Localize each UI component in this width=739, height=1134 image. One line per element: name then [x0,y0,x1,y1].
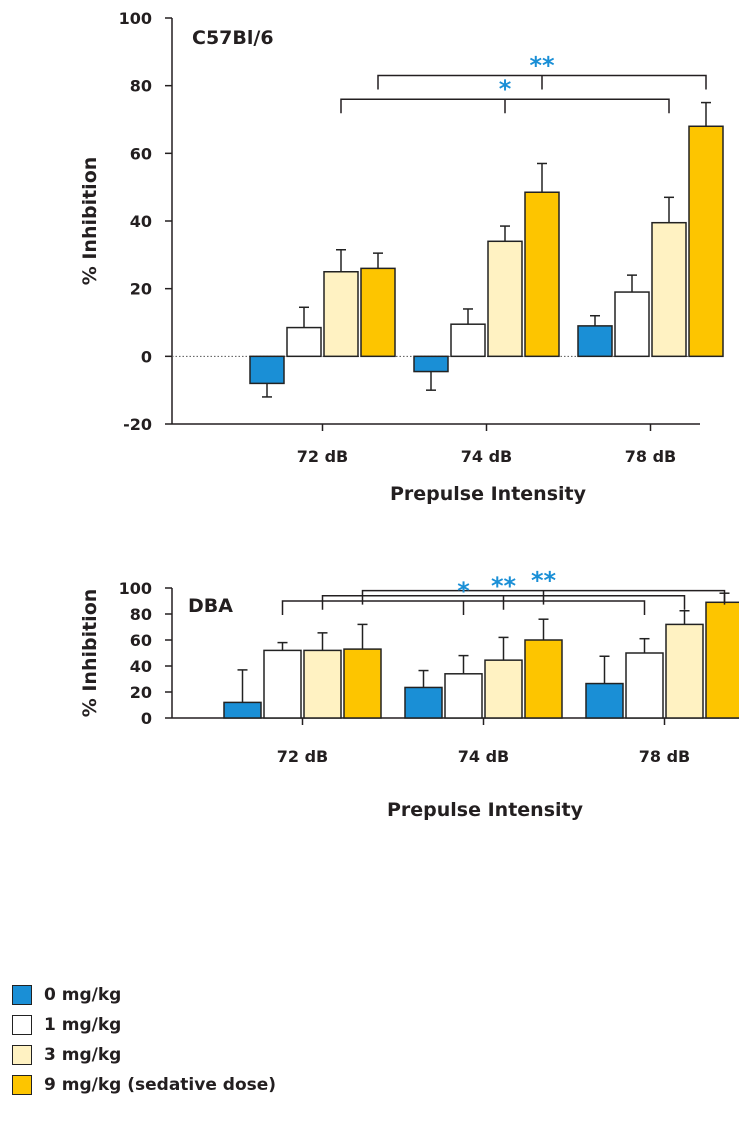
chart-title: DBA [188,595,233,617]
legend-item: 3 mg/kg [12,1040,276,1070]
legend-label: 9 mg/kg (sedative dose) [44,1075,277,1095]
x-tick-label: 78 dB [625,447,676,466]
x-tick-label: 74 dB [458,747,509,766]
bar [223,701,262,719]
bar [577,325,613,358]
x-axis-label: Prepulse Intensity [390,483,587,505]
bar [404,686,443,719]
bar [286,326,322,358]
y-tick-label: 80 [130,77,152,96]
legend-item: 1 mg/kg [12,1010,276,1040]
significance-label: ** [529,52,555,80]
y-tick-label: 0 [141,709,152,728]
bar [343,648,382,719]
y-tick-label: 60 [130,144,152,163]
y-tick-label: 20 [130,683,152,702]
legend: 0 mg/kg 1 mg/kg 3 mg/kg 9 mg/kg (sedativ… [12,980,276,1100]
y-tick-label: 60 [130,631,152,650]
y-tick-label: 40 [130,657,152,676]
significance-bracket [321,595,686,610]
bar [413,355,449,373]
legend-swatch-2 [12,1045,32,1065]
y-tick-label: -20 [123,415,152,434]
legend-item: 0 mg/kg [12,980,276,1010]
significance-label: ** [531,567,557,595]
x-tick-label: 78 dB [639,747,690,766]
bar [524,639,563,719]
significance-label: * [457,577,470,605]
significance-label: ** [491,572,517,600]
y-tick-label: 100 [119,9,152,28]
y-axis-label: % Inhibition [79,589,101,718]
chart-title: C57Bl/6 [192,27,274,49]
legend-swatch-0 [12,985,32,1005]
legend-label: 3 mg/kg [44,1045,122,1065]
x-axis-label: Prepulse Intensity [387,799,584,821]
bar [524,191,560,358]
significance-bracket [377,74,707,90]
legend-label: 0 mg/kg [44,985,122,1005]
bar [625,652,664,719]
bar [651,221,687,358]
y-tick-label: 100 [119,579,152,598]
significance-label: * [499,75,512,103]
y-tick-label: 20 [130,280,152,299]
bar [263,649,302,719]
y-tick-label: 0 [141,347,152,366]
bar [665,623,704,719]
legend-item: 9 mg/kg (sedative dose) [12,1070,276,1100]
y-tick-label: 40 [130,212,152,231]
bar [705,601,739,719]
x-tick-label: 72 dB [277,747,328,766]
significance-bracket [361,589,726,605]
legend-swatch-1 [12,1015,32,1035]
bar [487,240,523,358]
bar [360,267,396,358]
x-tick-label: 74 dB [461,447,512,466]
bar [323,271,359,358]
y-tick-label: 80 [130,605,152,624]
bar [450,323,486,358]
x-tick-label: 72 dB [297,447,348,466]
bar [484,659,523,719]
bar [303,649,342,719]
bar [585,682,624,719]
legend-swatch-3 [12,1075,32,1095]
significance-bracket [340,98,670,114]
bar [444,673,483,719]
significance-bracket [281,600,646,615]
y-axis-label: % Inhibition [79,157,101,286]
bar [249,355,285,385]
bar [614,291,650,358]
legend-label: 1 mg/kg [44,1015,122,1035]
bar [688,125,724,358]
